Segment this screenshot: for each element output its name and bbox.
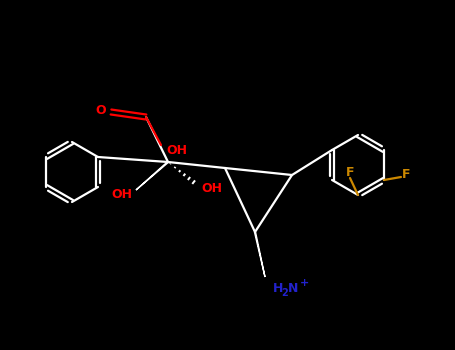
- Text: F: F: [346, 167, 354, 180]
- Text: OH: OH: [202, 182, 222, 195]
- Text: +: +: [300, 278, 309, 288]
- Polygon shape: [254, 232, 265, 277]
- Polygon shape: [136, 162, 168, 190]
- Text: OH: OH: [111, 188, 132, 201]
- Text: O: O: [96, 105, 106, 118]
- Text: F: F: [402, 168, 410, 182]
- Text: OH: OH: [167, 145, 187, 158]
- Text: 2: 2: [281, 288, 288, 298]
- Text: H: H: [273, 282, 283, 295]
- Text: N: N: [288, 282, 298, 295]
